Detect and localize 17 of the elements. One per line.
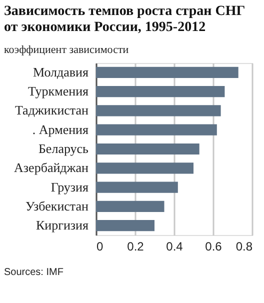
y-tick-label: Молдавия (32, 64, 89, 80)
x-tick-label: 0.8 (236, 240, 253, 254)
y-tick-label: . Армения (32, 122, 89, 137)
x-tick-label: 0.4 (166, 240, 184, 254)
y-tick-label: Грузия (50, 179, 89, 194)
chart-subtitle: коэффициент зависимости (4, 44, 129, 56)
chart-title: Зависимость темпов роста стран СНГ от экономики России, 1995-2012 (4, 4, 246, 35)
x-tick-label: 0 (96, 240, 104, 254)
y-tick-label: Беларусь (38, 141, 89, 156)
y-tick-label: Азербайджан (14, 160, 89, 176)
y-tick-label: Узбекистан (25, 198, 89, 214)
y-tick-label: Киргизия (36, 218, 89, 233)
y-tick-label: Таджикистан (14, 102, 89, 118)
source-note: Sources: IMF (4, 267, 64, 278)
y-tick-label: Туркмения (28, 84, 89, 99)
x-tick-label: 0.2 (127, 240, 144, 254)
x-tick-label: 0.6 (205, 240, 222, 254)
